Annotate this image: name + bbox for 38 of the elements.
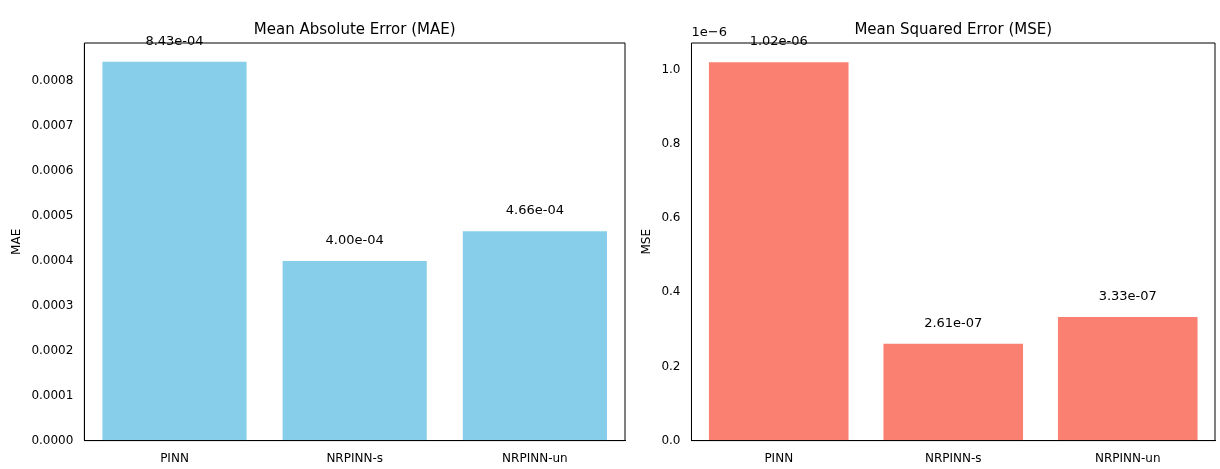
data-label: 4.00e-04 [325, 231, 384, 247]
y-tick-label: 0.0007 [31, 118, 74, 133]
x-tick-label: PINN [764, 450, 794, 465]
y-tick-label: 0.2 [661, 358, 681, 373]
y-tick-label: 0.0003 [31, 297, 74, 312]
y-tick-label: 1.0 [661, 61, 681, 76]
y-tick-label: 0.0005 [31, 208, 74, 223]
annotation: 1.02e-06 [749, 33, 808, 49]
chart-title: Mean Squared Error (MSE) [854, 20, 1053, 39]
y-tick-label: 0.0006 [31, 163, 74, 178]
y-axis-title: MAE [9, 228, 24, 255]
y-tick-label: 0.0002 [31, 342, 74, 357]
y-tick-label: 0.8 [661, 136, 681, 151]
bar [102, 61, 247, 441]
y-tick-label: 0.0 [661, 432, 681, 447]
data-label: 4.66e-04 [505, 202, 564, 218]
y-tick-label: 0.4 [661, 284, 681, 299]
annotation: 2.61e-07 [924, 314, 983, 330]
x-tick-label: PINN [160, 450, 189, 465]
bar [883, 343, 1024, 441]
bar [708, 62, 849, 441]
y-tick-label: 0.0000 [31, 432, 74, 447]
x-tick-label: NRPINN-s [924, 450, 982, 465]
y-tick-label: 0.0004 [31, 253, 74, 268]
y-tick-label: 0.6 [661, 210, 681, 225]
bar [282, 260, 427, 441]
x-tick-label: NRPINN-s [326, 450, 384, 465]
y-axis-title: MSE [639, 229, 654, 255]
bar [1057, 317, 1198, 441]
y-tick-label: 0.0008 [31, 73, 74, 88]
annotation: 3.33e-07 [1098, 287, 1157, 303]
x-tick-label: NRPINN-un [1094, 450, 1161, 465]
chart-title: Mean Absolute Error (MAE) [253, 20, 456, 39]
data-label: 8.43e-04 [145, 32, 204, 48]
text: 1e−6 [691, 23, 727, 39]
x-tick-label: NRPINN-un [502, 450, 568, 465]
y-tick-label: 0.0001 [31, 387, 74, 402]
bar [462, 231, 607, 441]
